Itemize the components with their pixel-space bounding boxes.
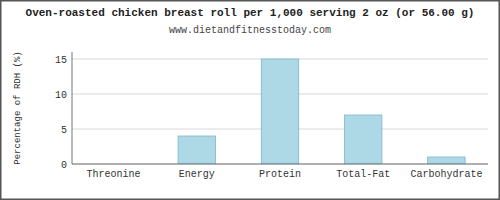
bar: [344, 115, 381, 164]
bar: [261, 59, 298, 164]
x-tick-label: Carbohydrate: [410, 169, 482, 180]
chart-container: Oven-roasted chicken breast roll per 1,0…: [0, 0, 500, 200]
x-tick-label: Total-Fat: [336, 169, 390, 180]
x-axis-ticks: Threonine Energy Protein Total-Fat Carbohydr…: [87, 169, 483, 180]
y-axis-label: Percentage of RDH (%): [13, 51, 23, 164]
y-tick-label: 0: [61, 160, 67, 171]
y-tick-label: 5: [61, 125, 67, 136]
bar: [428, 157, 465, 164]
chart: Oven-roasted chicken breast roll per 1,0…: [0, 0, 500, 200]
y-axis-line: [72, 52, 73, 164]
frame: [1, 1, 500, 200]
x-tick-label: Threonine: [87, 169, 141, 180]
title: Oven-roasted chicken breast roll per 1,0…: [26, 7, 475, 19]
subtitle: www.dietandfitnesstoday.com: [169, 25, 331, 36]
y-axis-ticks: 0 5 10 15: [55, 55, 488, 171]
x-axis-line: [72, 164, 488, 165]
y-tick-label: 15: [55, 55, 67, 66]
grid-line: [72, 164, 488, 165]
bars: [178, 59, 465, 164]
bar: [178, 136, 215, 164]
x-tick-label: Energy: [179, 169, 215, 180]
y-tick-label: 10: [55, 90, 67, 101]
x-tick-label: Protein: [259, 169, 301, 180]
